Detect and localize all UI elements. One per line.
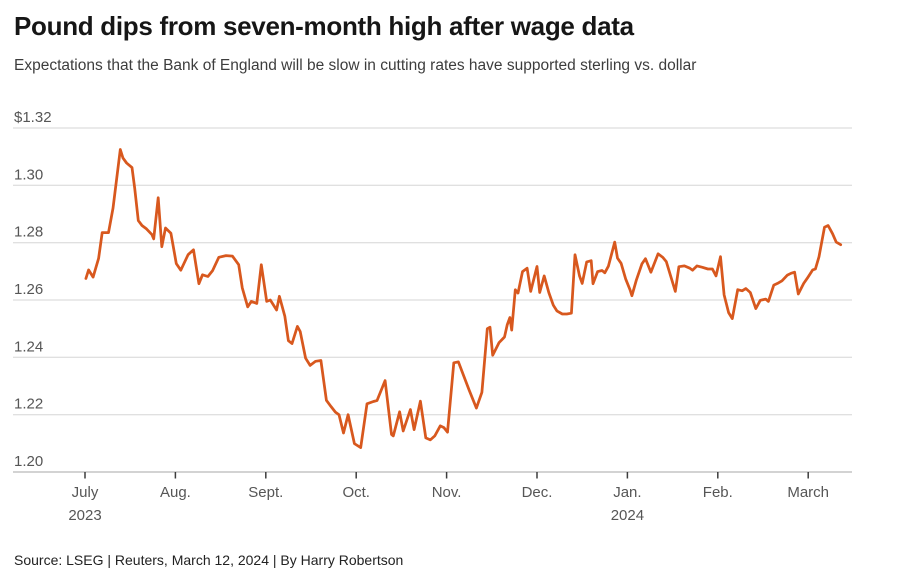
source-line: Source: LSEG | Reuters, March 12, 2024 |… xyxy=(14,552,404,568)
x-tick-label: July xyxy=(72,484,99,501)
y-tick-label: 1.22 xyxy=(14,396,43,413)
x-tick-label: Sept. xyxy=(248,484,283,501)
chart-subtitle: Expectations that the Bank of England wi… xyxy=(14,57,697,74)
chart-title: Pound dips from seven-month high after w… xyxy=(14,11,634,41)
x-tick-label: Feb. xyxy=(703,484,733,501)
x-tick-year-label: 2023 xyxy=(68,507,101,524)
y-tick-label: 1.24 xyxy=(14,338,43,355)
x-tick-label: Nov. xyxy=(432,484,462,501)
x-tick-label: Jan. xyxy=(613,484,641,501)
price-line xyxy=(84,148,843,449)
x-tick-label: March xyxy=(787,484,829,501)
y-tick-label: 1.28 xyxy=(14,224,43,241)
y-tick-label: 1.26 xyxy=(14,281,43,298)
x-tick-label: Oct. xyxy=(342,484,370,501)
x-tick-label: Aug. xyxy=(160,484,191,501)
y-tick-label: 1.30 xyxy=(14,166,43,183)
x-tick-year-label: 2024 xyxy=(611,507,644,524)
y-tick-label: $1.32 xyxy=(14,109,52,126)
x-tick-label: Dec. xyxy=(522,484,553,501)
y-tick-label: 1.20 xyxy=(14,453,43,470)
